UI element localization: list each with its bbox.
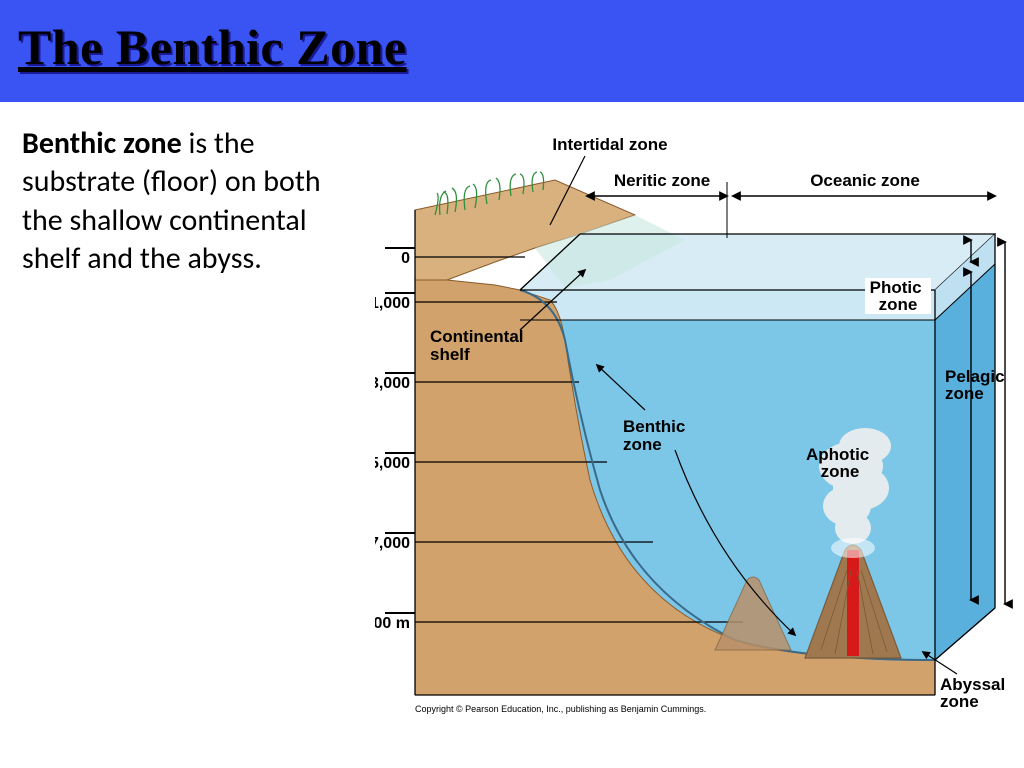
depth-5000: 5,000: [375, 455, 410, 472]
title-bar: The Benthic Zone: [0, 0, 1024, 102]
diagram-svg: 0 1,000 3,000 5,000 7,000 9,000 m: [375, 130, 1015, 750]
depth-3000: 3,000: [375, 375, 410, 392]
depth-7000: 7,000: [375, 535, 410, 552]
depth-1000: 1,000: [375, 295, 410, 312]
depth-9000: 9,000 m: [375, 615, 410, 632]
depth-0: 0: [401, 250, 410, 267]
body-text: Benthic zone is the substrate (floor) on…: [22, 125, 352, 279]
label-oceanic: Oceanic zone: [810, 171, 920, 190]
svg-text:Pelagic zone: Pelagic zone: [945, 367, 1009, 403]
body-bold: Benthic zone: [22, 125, 182, 162]
page-title: The Benthic Zone: [18, 18, 1006, 76]
svg-text:Abyssal zone: Abyssal zone: [940, 675, 1010, 711]
benthic-diagram: 0 1,000 3,000 5,000 7,000 9,000 m: [375, 130, 1015, 750]
label-intertidal: Intertidal zone: [552, 135, 667, 154]
label-abyssal: Abyssal zone: [923, 652, 1010, 711]
copyright-text: Copyright © Pearson Education, Inc., pub…: [415, 704, 706, 714]
label-neritic: Neritic zone: [614, 171, 710, 190]
depth-labels: 0 1,000 3,000 5,000 7,000 9,000 m: [375, 247, 415, 632]
